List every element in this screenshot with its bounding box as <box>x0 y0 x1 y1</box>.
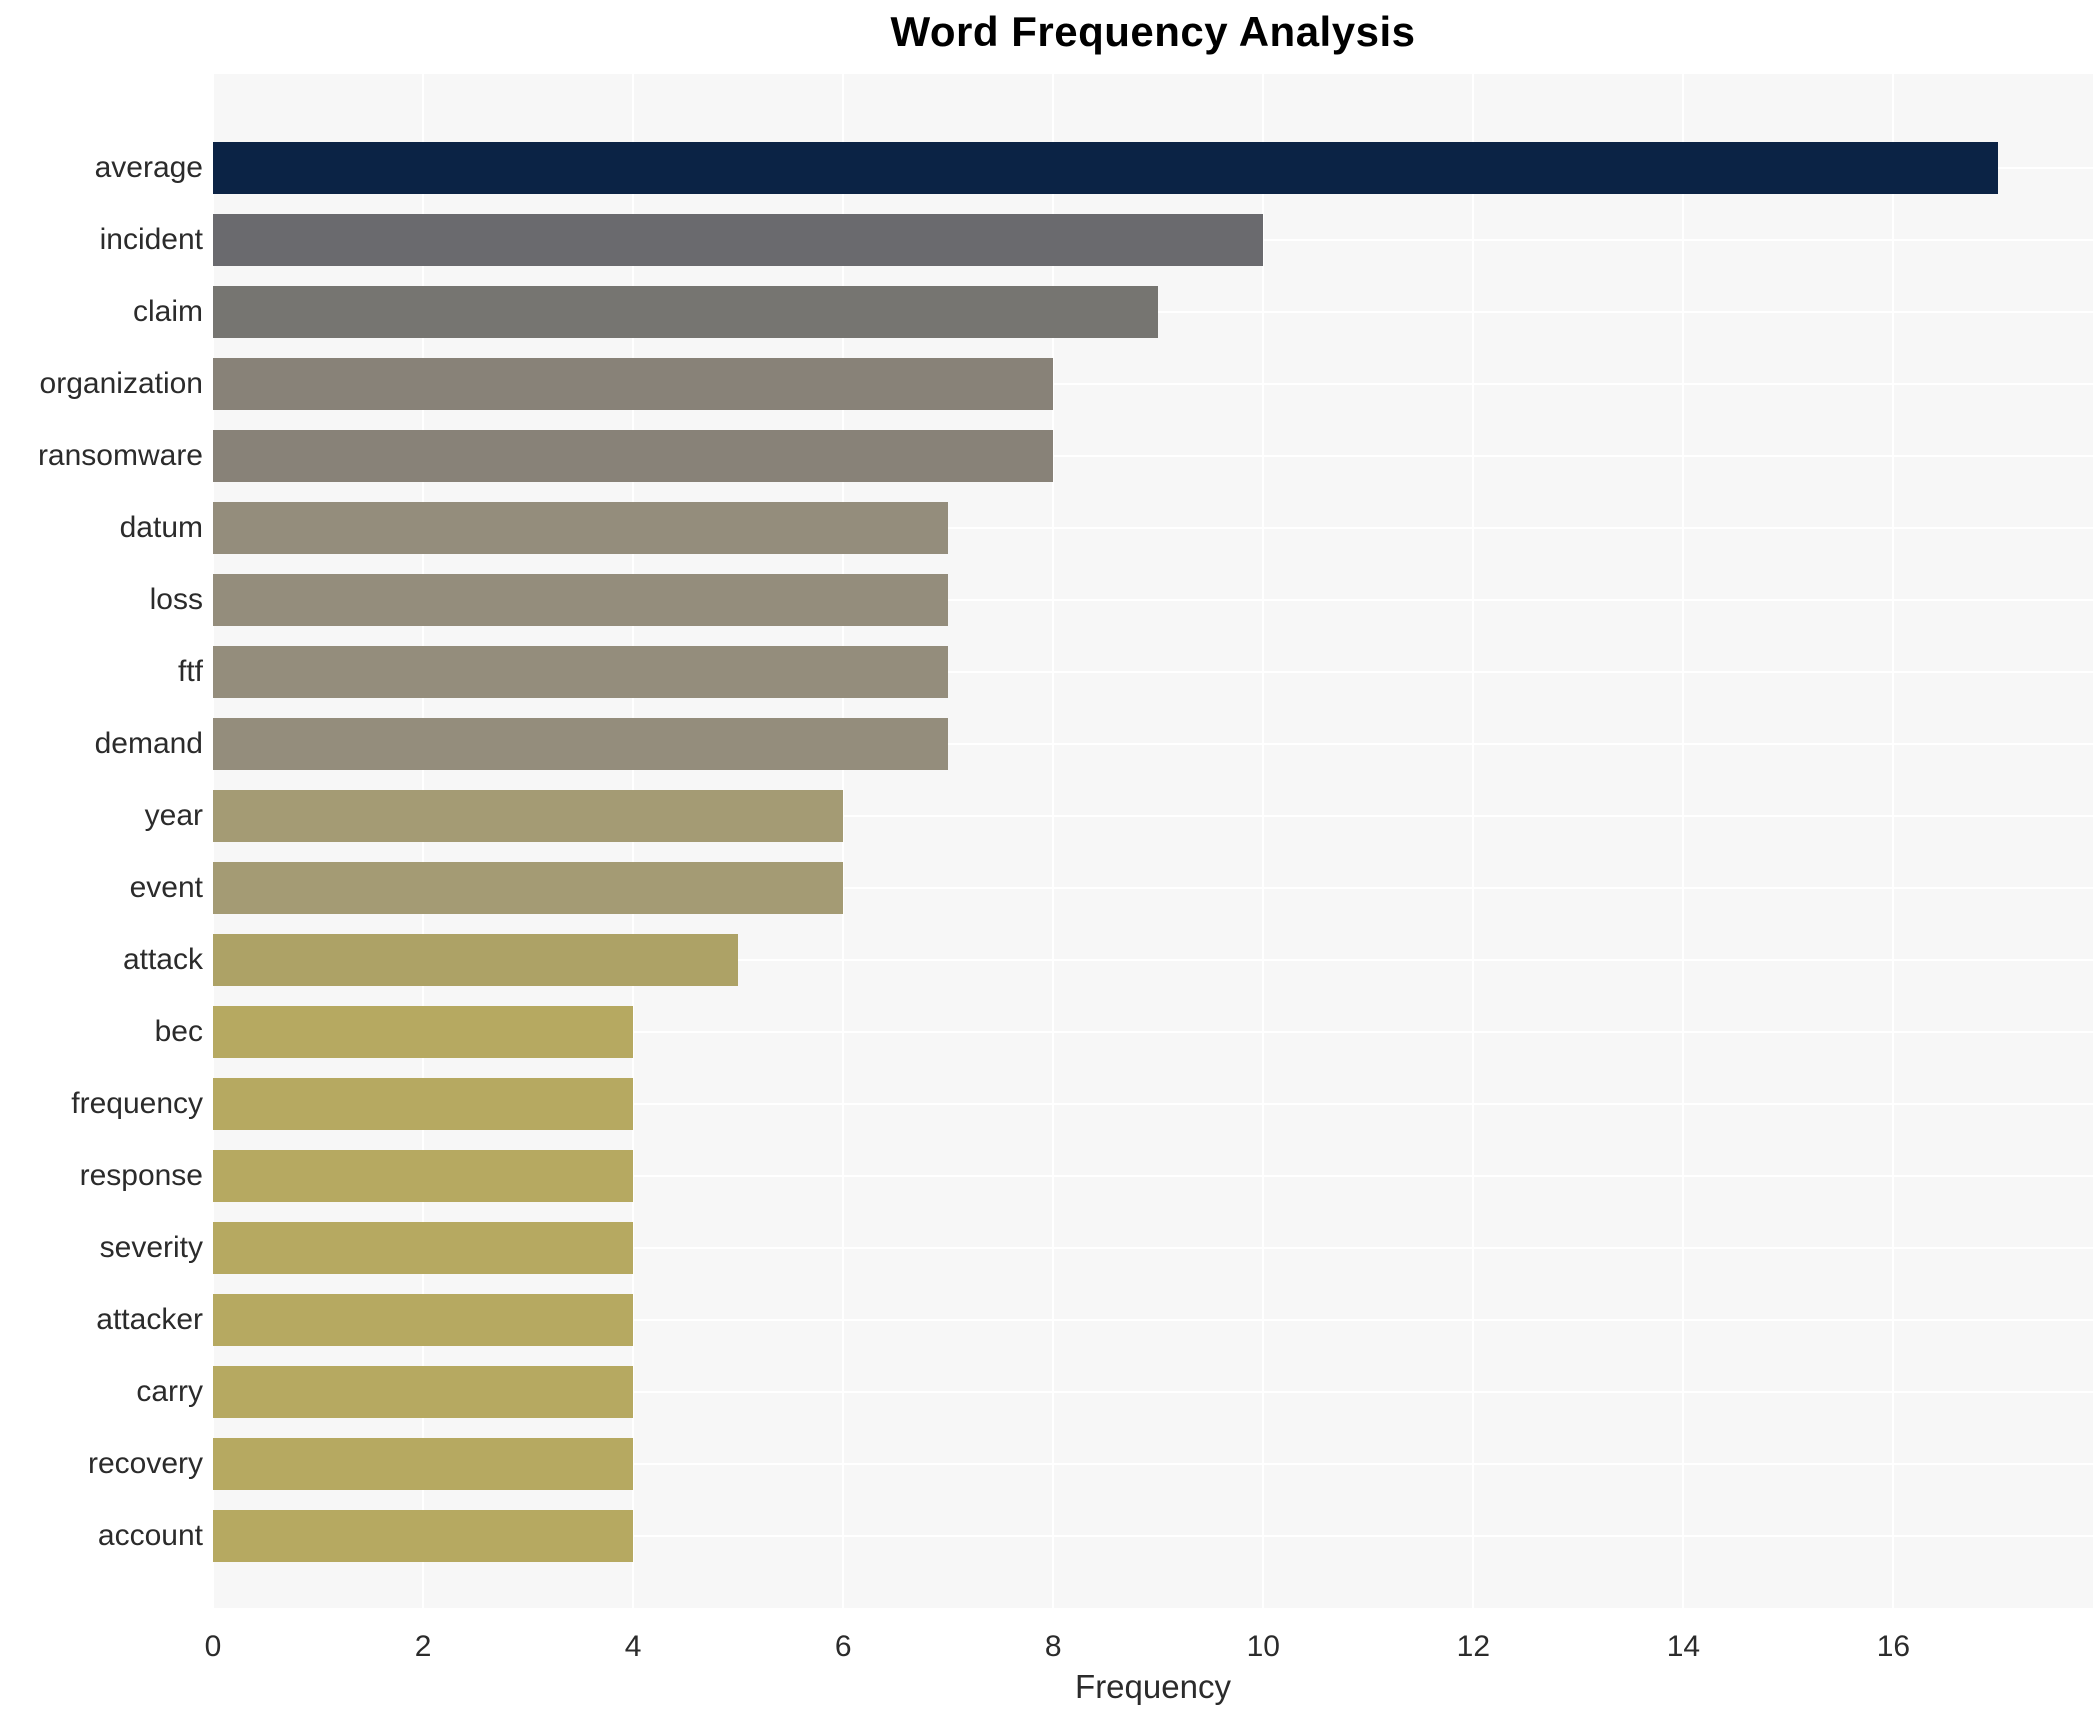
category-label: datum <box>119 511 203 544</box>
x-axis: 0 2 4 6 8 10 12 14 16 <box>205 1608 2093 1668</box>
gridline-horizontal <box>213 1463 2093 1465</box>
category-label: demand <box>94 727 203 760</box>
bar <box>213 574 949 626</box>
bar <box>213 1366 634 1418</box>
bar <box>213 934 739 986</box>
bar <box>213 1150 634 1202</box>
gridline-vertical <box>1052 74 1055 1608</box>
bar <box>213 1438 634 1490</box>
gridline-vertical <box>842 74 845 1608</box>
gridline-horizontal <box>213 1391 2093 1393</box>
category-label: event <box>129 871 203 904</box>
gridline-horizontal <box>213 1247 2093 1249</box>
gridline-vertical <box>1262 74 1265 1608</box>
gridline-horizontal <box>213 527 2093 529</box>
category-label: organization <box>39 367 203 400</box>
category-label: recovery <box>87 1447 203 1480</box>
category-label: ftf <box>177 655 203 688</box>
bar <box>213 142 1999 194</box>
bar <box>213 718 949 770</box>
bar <box>213 214 1264 266</box>
bar <box>213 1222 634 1274</box>
bar <box>213 502 949 554</box>
x-axis-tick-label: 12 <box>1456 1630 1491 1663</box>
gridline-horizontal <box>213 1175 2093 1177</box>
gridline-horizontal <box>213 1103 2093 1105</box>
x-axis-tick-label: 2 <box>414 1630 432 1663</box>
gridline-horizontal <box>213 383 2093 385</box>
chart-title: Word Frequency Analysis <box>890 8 1416 55</box>
x-axis-tick-label: 6 <box>834 1630 852 1663</box>
gridline-vertical <box>1892 74 1895 1608</box>
category-label: response <box>79 1159 203 1192</box>
category-label: attacker <box>96 1303 203 1336</box>
bar <box>213 1510 634 1562</box>
category-label: frequency <box>71 1087 203 1120</box>
x-axis-title: Frequency <box>1075 1668 1231 1705</box>
bar <box>213 646 949 698</box>
category-label: ransomware <box>37 439 203 472</box>
x-axis-tick-label: 4 <box>624 1630 642 1663</box>
category-label: year <box>144 799 203 832</box>
category-label: attack <box>122 943 203 976</box>
gridline-horizontal <box>213 1319 2093 1321</box>
bar <box>213 1294 634 1346</box>
bar <box>213 1006 634 1058</box>
category-label: bec <box>154 1015 203 1048</box>
bar <box>213 358 1054 410</box>
gridline-horizontal <box>213 599 2093 601</box>
gridline-horizontal <box>213 671 2093 673</box>
bar <box>213 862 844 914</box>
bar <box>213 790 844 842</box>
gridline-horizontal <box>213 1535 2093 1537</box>
x-axis-tick-label: 10 <box>1246 1630 1280 1663</box>
x-axis-tick-label: 0 <box>204 1630 222 1663</box>
category-label: average <box>94 151 203 184</box>
bar <box>213 430 1054 482</box>
x-axis-tick-label: 8 <box>1044 1630 1062 1663</box>
category-label: claim <box>132 295 203 328</box>
gridline-horizontal <box>213 743 2093 745</box>
category-label: severity <box>99 1231 203 1264</box>
x-axis-tick-label: 16 <box>1876 1630 1911 1663</box>
gridline-horizontal <box>213 815 2093 817</box>
category-label: account <box>97 1519 203 1552</box>
x-axis-tick-label: 14 <box>1666 1630 1701 1663</box>
category-label: carry <box>136 1375 203 1408</box>
category-label: incident <box>99 223 203 256</box>
plot-area <box>212 74 2093 1608</box>
gridline-vertical <box>1682 74 1685 1608</box>
gridline-horizontal <box>213 455 2093 457</box>
gridline-horizontal <box>213 887 2093 889</box>
category-label: loss <box>149 583 203 616</box>
bar <box>213 286 1159 338</box>
y-axis-labels: average incident claim organization ransomwa… <box>0 74 203 1608</box>
bar <box>213 1078 634 1130</box>
gridline-horizontal <box>213 959 2093 961</box>
gridline-vertical <box>1472 74 1475 1608</box>
gridline-horizontal <box>213 1031 2093 1033</box>
